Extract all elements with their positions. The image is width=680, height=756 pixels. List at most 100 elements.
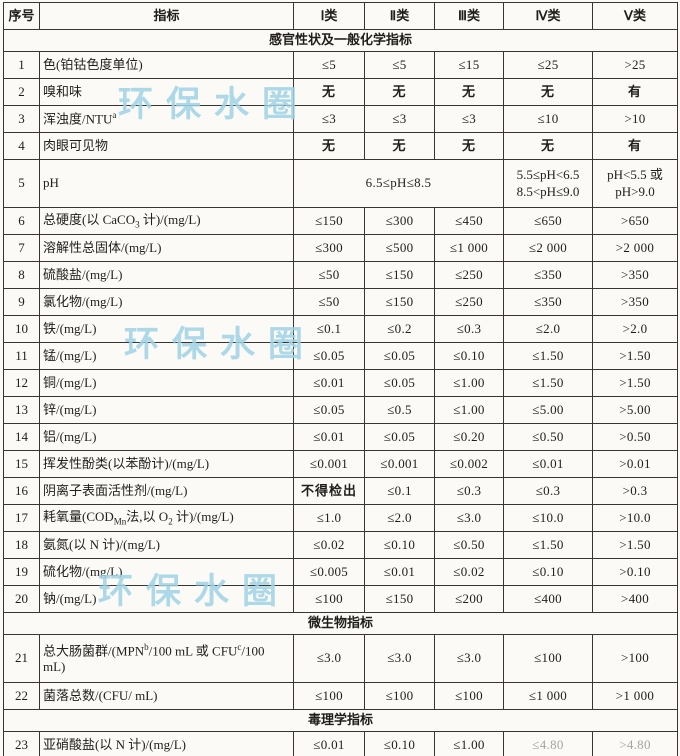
- indicator-name: 锰/(mg/L): [39, 342, 294, 370]
- table-row: 1 色(铂钴色度单位) ≤5 ≤5 ≤15 ≤25 >25: [3, 51, 678, 79]
- value-cell: ≤0.02: [293, 531, 365, 559]
- row-number: 4: [3, 132, 40, 160]
- value-cell: ≤0.005: [293, 558, 365, 586]
- table-row: 19 硫化物/(mg/L) ≤0.005 ≤0.01 ≤0.02 ≤0.10 >0.10: [3, 558, 678, 586]
- indicator-name: 氯化物/(mg/L): [39, 288, 294, 316]
- column-header-indicator: 指标: [39, 2, 294, 30]
- value-cell: ≤0.001: [293, 450, 365, 478]
- value-cell: ≤0.3: [503, 477, 593, 505]
- indicator-name: 锌/(mg/L): [39, 396, 294, 424]
- value-cell: ≤5: [293, 51, 365, 79]
- table-row: 3 浑浊度/NTUa ≤3 ≤3 ≤3 ≤10 >10: [3, 105, 678, 133]
- row-number: 14: [3, 423, 40, 451]
- table-row: 14 铝/(mg/L) ≤0.01 ≤0.05 ≤0.20 ≤0.50 >0.50: [3, 423, 678, 451]
- value-cell: ≤0.05: [364, 342, 435, 370]
- column-header-class-4: Ⅳ类: [503, 2, 593, 30]
- row-number: 8: [3, 261, 40, 289]
- value-cell: 不得检出: [293, 477, 365, 505]
- row-number: 5: [3, 159, 40, 208]
- value-cell: 无: [503, 78, 593, 106]
- value-cell: 5.5≤pH<6.5 8.5<pH≤9.0: [503, 159, 593, 208]
- row-number: 17: [3, 504, 40, 532]
- table-row: 18 氨氮(以 N 计)/(mg/L) ≤0.02 ≤0.10 ≤0.50 ≤1.50 >1…: [3, 531, 678, 559]
- value-cell: ≤5: [364, 51, 435, 79]
- value-cell: ≤1 000: [434, 234, 504, 262]
- value-cell: ≤50: [293, 288, 365, 316]
- indicator-name: 亚硝酸盐(以 N 计)/(mg/L): [39, 731, 294, 756]
- row-number: 7: [3, 234, 40, 262]
- row-number: 19: [3, 558, 40, 586]
- value-cell: ≤0.1: [293, 315, 365, 343]
- column-header-class-2: Ⅱ类: [364, 2, 435, 30]
- value-cell: 无: [503, 132, 593, 160]
- table-header: 序号 指标 Ⅰ类 Ⅱ类 Ⅲ类 Ⅳ类 Ⅴ类: [3, 2, 678, 30]
- row-number: 1: [3, 51, 40, 79]
- indicator-name: 总大肠菌群/(MPNb/100 mL 或 CFUc/100 mL): [39, 634, 294, 683]
- row-number: 2: [3, 78, 40, 106]
- water-quality-standards-table: 序号 指标 Ⅰ类 Ⅱ类 Ⅲ类 Ⅳ类 Ⅴ类 感官性状及一般化学指标 1 色(铂钴色度单…: [3, 2, 678, 756]
- value-cell: ≤3.0: [434, 504, 504, 532]
- value-cell: ≤10.0: [503, 504, 593, 532]
- value-cell: ≤3: [434, 105, 504, 133]
- value-cell: ≤0.01: [293, 731, 365, 756]
- table-row: 11 锰/(mg/L) ≤0.05 ≤0.05 ≤0.10 ≤1.50 >1.50: [3, 342, 678, 370]
- table-row: 21 总大肠菌群/(MPNb/100 mL 或 CFUc/100 mL) ≤3.0 ≤…: [3, 634, 678, 683]
- table-row: 13 锌/(mg/L) ≤0.05 ≤0.5 ≤1.00 ≤5.00 >5.00: [3, 396, 678, 424]
- value-cell: >2.0: [592, 315, 678, 343]
- row-number: 6: [3, 207, 40, 235]
- row-number: 12: [3, 369, 40, 397]
- value-cell: ≤250: [434, 288, 504, 316]
- value-cell: ≤350: [503, 288, 593, 316]
- value-cell: >10: [592, 105, 678, 133]
- value-cell: >10.0: [592, 504, 678, 532]
- value-cell: ≤10: [503, 105, 593, 133]
- value-cell: ≤15: [434, 51, 504, 79]
- indicator-name: 总硬度(以 CaCO3 计)/(mg/L): [39, 207, 294, 235]
- value-cell: >1 000: [592, 682, 678, 710]
- indicator-name: 硫化物/(mg/L): [39, 558, 294, 586]
- indicator-name: 菌落总数/(CFU/ mL): [39, 682, 294, 710]
- indicator-name: 耗氧量(CODMn法,以 O2 计)/(mg/L): [39, 504, 294, 532]
- row-number: 9: [3, 288, 40, 316]
- value-cell: ≤0.002: [434, 450, 504, 478]
- value-cell: ≤3.0: [434, 634, 504, 683]
- value-cell: ≤100: [293, 585, 365, 613]
- value-cell: ≤300: [293, 234, 365, 262]
- indicator-name: 色(铂钴色度单位): [39, 51, 294, 79]
- value-cell: ≤0.05: [364, 369, 435, 397]
- section-row: 毒理学指标: [3, 709, 678, 732]
- value-cell: ≤0.5: [364, 396, 435, 424]
- row-number: 23: [3, 731, 40, 756]
- row-number: 16: [3, 477, 40, 505]
- row-number: 10: [3, 315, 40, 343]
- table-row: 8 硫酸盐/(mg/L) ≤50 ≤150 ≤250 ≤350 >350: [3, 261, 678, 289]
- value-cell: 无: [293, 78, 365, 106]
- value-cell: ≤3.0: [364, 634, 435, 683]
- value-cell: ≤5.00: [503, 396, 593, 424]
- value-cell: ≤2.0: [503, 315, 593, 343]
- value-cell: >2 000: [592, 234, 678, 262]
- row-number: 3: [3, 105, 40, 133]
- value-cell: >1.50: [592, 369, 678, 397]
- value-cell: ≤150: [293, 207, 365, 235]
- value-cell: 无: [434, 132, 504, 160]
- value-cell: 无: [434, 78, 504, 106]
- row-number: 13: [3, 396, 40, 424]
- value-cell: >100: [592, 634, 678, 683]
- value-cell: ≤150: [364, 261, 435, 289]
- value-cell: ≤0.50: [434, 531, 504, 559]
- value-cell: 有: [592, 78, 678, 106]
- value-cell: ≤1.00: [434, 369, 504, 397]
- value-cell: >25: [592, 51, 678, 79]
- row-number: 20: [3, 585, 40, 613]
- indicator-name: 阴离子表面活性剂/(mg/L): [39, 477, 294, 505]
- table-row: 20 钠/(mg/L) ≤100 ≤150 ≤200 ≤400 >400: [3, 585, 678, 613]
- row-number: 18: [3, 531, 40, 559]
- row-number: 11: [3, 342, 40, 370]
- table-row: 15 挥发性酚类(以苯酚计)/(mg/L) ≤0.001 ≤0.001 ≤0.002 ≤0…: [3, 450, 678, 478]
- row-number: 15: [3, 450, 40, 478]
- value-cell: ≤0.3: [434, 477, 504, 505]
- table-row: 22 菌落总数/(CFU/ mL) ≤100 ≤100 ≤100 ≤1 000 >1 000: [3, 682, 678, 710]
- value-cell: ≤50: [293, 261, 365, 289]
- section-title: 毒理学指标: [3, 709, 678, 732]
